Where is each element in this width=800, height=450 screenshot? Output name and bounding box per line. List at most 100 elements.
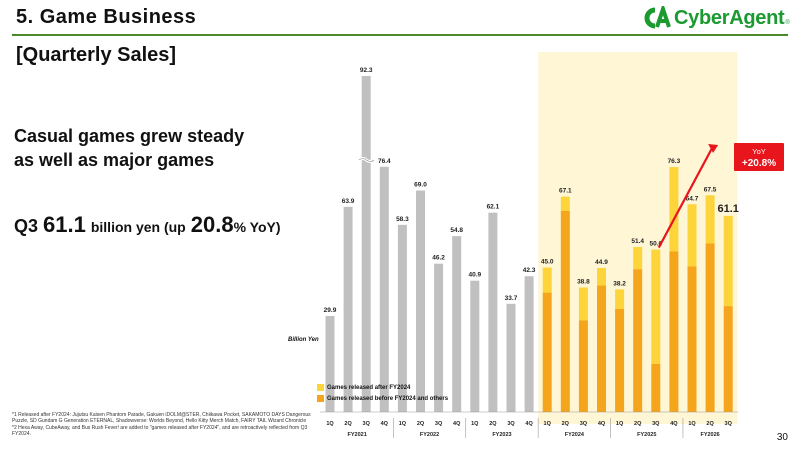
bar <box>524 276 534 412</box>
data-label: 45.0 <box>541 259 554 266</box>
legend-item-after: Games released after FY2024 <box>317 382 448 393</box>
bar-segment-before <box>633 269 643 412</box>
legend-label-after: Games released after FY2024 <box>327 384 411 391</box>
footnote-1: *1 Released after FY2024: Jujutsu Kaisen… <box>12 412 311 425</box>
q3-value: 61.1 <box>43 212 86 237</box>
tick-label: 1Q <box>688 421 696 427</box>
data-label: 40.9 <box>468 272 481 279</box>
bar-segment-before <box>723 306 733 412</box>
data-label: 54.8 <box>450 227 463 234</box>
data-label: 38.8 <box>577 278 590 285</box>
data-label: 69.0 <box>414 182 427 189</box>
tick-label: 1Q <box>616 421 624 427</box>
legend-swatch-after <box>317 384 324 391</box>
tick-label: 3Q <box>435 421 443 427</box>
bar-segment-after <box>687 204 697 267</box>
bar-segment-before <box>687 266 697 412</box>
bar-segment-after <box>615 289 625 309</box>
yoy-arrow-line <box>657 147 714 249</box>
tick-label: 2Q <box>634 421 642 427</box>
tick-label: 2Q <box>706 421 714 427</box>
tick-label: 2Q <box>344 421 352 427</box>
data-label: 64.7 <box>686 195 699 202</box>
data-label: 92.3 <box>360 67 373 74</box>
fiscal-year-label: FY2021 <box>348 432 367 438</box>
bar <box>397 224 407 412</box>
unit-label: Billion Yen <box>288 337 319 343</box>
fiscal-year-label: FY2026 <box>700 432 719 438</box>
yoy-badge-value: +20.8% <box>742 158 776 169</box>
bar <box>452 236 462 412</box>
title-rule <box>12 34 788 36</box>
q3-suffix: % YoY) <box>233 219 281 235</box>
yoy-badge-label: YoY <box>752 147 766 156</box>
bar-segment-after <box>651 249 661 364</box>
q3-label: Q3 <box>14 216 39 236</box>
q3-summary: Q3 61.1 billion yen (up 20.8 % YoY) <box>14 212 281 238</box>
bar <box>325 316 335 412</box>
subtitle: [Quarterly Sales] <box>16 44 177 66</box>
yoy-arrow-head-icon <box>708 144 719 153</box>
logo-registered-mark: ® <box>785 20 790 26</box>
bar-segment-after <box>633 247 643 270</box>
fiscal-year-label: FY2023 <box>492 432 511 438</box>
tick-label: 3Q <box>507 421 515 427</box>
data-label: 58.3 <box>396 216 409 223</box>
legend: Games released after FY2024 Games releas… <box>317 382 448 404</box>
headline: Casual games grew steady as well as majo… <box>14 124 274 172</box>
cyberagent-logo: CyberAgent ® <box>642 6 790 30</box>
data-label: 62.1 <box>487 204 500 211</box>
data-label: 33.7 <box>505 295 518 302</box>
tick-label: 2Q <box>489 421 497 427</box>
bar-segment-before <box>705 243 715 412</box>
bar <box>343 206 353 412</box>
bar-segment-before <box>578 320 588 412</box>
data-label: 46.2 <box>432 255 445 262</box>
footnote-2: *2 Hexa Away, CubeAway, and Bus Rush Fev… <box>12 424 308 438</box>
tick-label: 1Q <box>326 421 334 427</box>
q3-growth: 20.8 <box>190 212 234 237</box>
tick-label: 4Q <box>381 421 389 427</box>
latest-value-label: 61.1 <box>717 203 738 215</box>
axis-break-line <box>358 158 374 162</box>
bar <box>434 263 444 412</box>
data-label: 38.2 <box>613 280 626 287</box>
cyberagent-mark-icon <box>644 6 671 29</box>
bar-segment-before <box>669 251 679 412</box>
logo-text: CyberAgent <box>674 6 785 29</box>
footnotes: *1 Released after FY2024: Jujutsu Kaisen… <box>12 412 312 438</box>
fiscal-year-label: FY2022 <box>420 432 439 438</box>
headline-line-1: Casual games grew steady <box>14 126 245 146</box>
tick-label: 4Q <box>525 421 533 427</box>
bar-segment-after <box>705 195 715 244</box>
data-label: 42.3 <box>523 267 536 274</box>
legend-label-before: Games released before FY2024 and others <box>327 395 449 402</box>
headline-line-2: as well as major games <box>14 150 215 170</box>
data-label: 63.9 <box>342 198 355 205</box>
data-label: 67.5 <box>704 186 717 193</box>
bar <box>361 76 371 412</box>
bar-segment-before <box>560 210 570 412</box>
data-label: 29.9 <box>324 307 337 314</box>
data-label: 51.4 <box>631 238 644 245</box>
bar-segment-after <box>597 267 606 286</box>
bar-segment-after <box>560 196 570 211</box>
tick-label: 2Q <box>562 421 570 427</box>
tick-label: 3Q <box>725 421 733 427</box>
tick-label: 4Q <box>598 421 606 427</box>
legend-swatch-before <box>317 395 324 402</box>
bar <box>379 166 389 412</box>
tick-label: 3Q <box>363 421 371 427</box>
bar-segment-before <box>615 308 625 412</box>
data-label: 76.3 <box>668 158 681 165</box>
bar <box>470 280 480 412</box>
data-label: 67.1 <box>559 188 572 195</box>
bar <box>416 190 425 412</box>
fiscal-year-label: FY2024 <box>565 432 585 438</box>
tick-label: 1Q <box>471 421 479 427</box>
bar-segment-before <box>651 363 661 412</box>
bar <box>506 303 516 412</box>
bar-segment-after <box>578 287 588 321</box>
